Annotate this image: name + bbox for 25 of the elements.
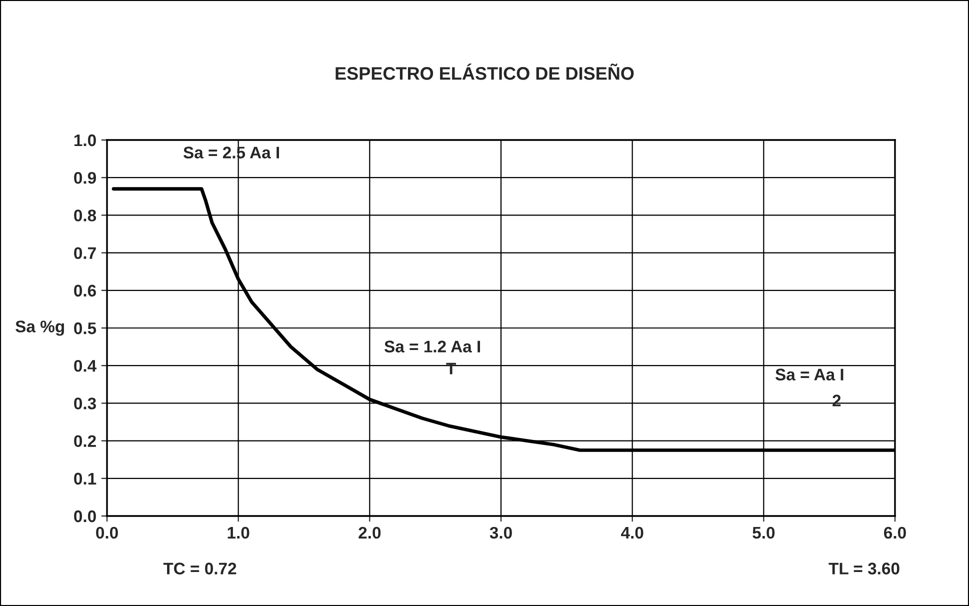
chart-title: ESPECTRO ELÁSTICO DE DISEÑO (336, 64, 634, 80)
x-tick-label: 2.0 (358, 526, 381, 539)
y-tick-label: 1.0 (74, 134, 96, 146)
y-tick-label: 0.7 (74, 247, 96, 260)
y-tick-label: 0.8 (74, 210, 96, 222)
y-tick-label: 0.0 (74, 510, 96, 522)
x-tick-label: 3.0 (490, 526, 512, 539)
y-tick-label: 0.1 (74, 472, 96, 485)
x-tick-label: 5.0 (752, 526, 775, 539)
x-tick-label: 4.0 (621, 526, 644, 539)
y-axis-title: Sa %g (16, 320, 64, 336)
y-tick-label: 0.2 (74, 435, 96, 448)
y-tick-label: 0.4 (74, 360, 96, 372)
annotation: Sa = 1.2 Aa I (384, 340, 480, 352)
y-tick-label: 0.5 (74, 322, 96, 334)
annotation: T (446, 362, 456, 374)
x-tick-label: 6.0 (884, 526, 906, 539)
y-tick-label: 0.9 (74, 172, 96, 184)
annotation: Sa = Aa I (775, 368, 844, 380)
text: TC = 0.72 (163, 562, 236, 574)
x-tick-label: 1.0 (228, 526, 250, 539)
x-tick-label: 0.0 (96, 526, 118, 539)
y-tick-label: 0.6 (74, 284, 96, 297)
text: TL = 3.60 (828, 562, 900, 574)
y-tick-label: 0.3 (74, 398, 96, 410)
